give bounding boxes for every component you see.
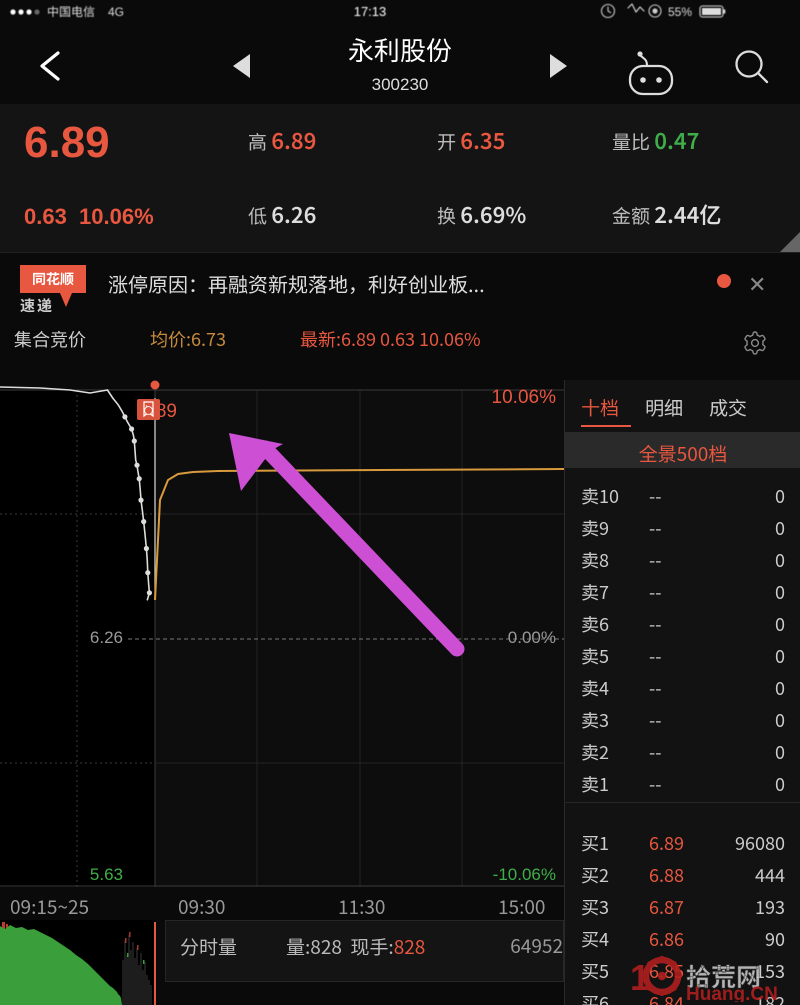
svg-text:永利股份: 永利股份	[348, 31, 452, 68]
svg-text:Huang.CN: Huang.CN	[686, 984, 778, 1002]
svg-text:55%: 55%	[668, 5, 692, 19]
svg-text:10.06%: 10.06%	[492, 387, 557, 408]
svg-text:5.63: 5.63	[90, 865, 123, 884]
svg-text:同花顺: 同花顺	[32, 269, 74, 289]
svg-text:0.00%: 0.00%	[508, 628, 556, 647]
svg-text:300230: 300230	[372, 75, 429, 94]
svg-text:17:13: 17:13	[354, 4, 387, 19]
svg-text:4G: 4G	[108, 5, 124, 19]
svg-text:中国电信: 中国电信	[47, 3, 95, 20]
svg-text:-10.06%: -10.06%	[493, 865, 556, 884]
svg-text:6.26: 6.26	[90, 628, 123, 647]
